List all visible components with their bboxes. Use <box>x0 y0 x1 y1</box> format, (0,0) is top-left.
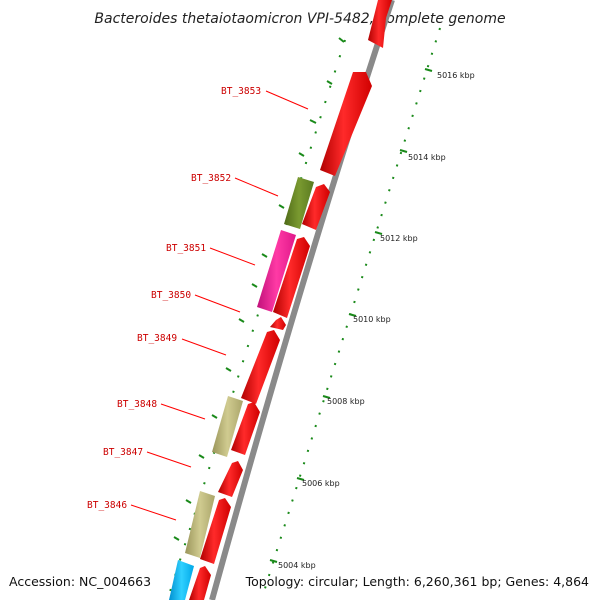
gene-box-khaki <box>185 491 215 558</box>
gene-arrow <box>218 461 243 497</box>
scale-label: 5004 kbp <box>278 561 316 570</box>
gene-label: BT_3850 <box>151 290 191 301</box>
gene-arrow <box>273 237 310 318</box>
scale-label: 5010 kbp <box>353 315 391 324</box>
scale-label: 5016 kbp <box>437 71 475 80</box>
summary-text: Topology: circular; Length: 6,260,361 bp… <box>245 574 589 589</box>
gene-label: BT_3849 <box>137 333 177 344</box>
gene-box-olive <box>284 177 314 229</box>
gene-box-cyan <box>169 560 194 600</box>
gene-arrow <box>189 566 211 600</box>
gene-label: BT_3846 <box>87 500 127 511</box>
scale-label: 5006 kbp <box>302 479 340 488</box>
map-title: Bacteroides thetaiotaomicron VPI-5482, c… <box>94 11 505 27</box>
gene-arrow <box>200 498 231 564</box>
gene-labels: BT_3853 BT_3852 BT_3851 BT_3850 BT_3849 … <box>87 86 261 511</box>
forward-genes <box>189 0 392 600</box>
gene-label-leaders <box>130 90 309 521</box>
scale-label: 5012 kbp <box>380 234 418 243</box>
inner-major-ticks <box>173 37 345 541</box>
outer-major-ticks <box>269 68 433 563</box>
gene-arrow <box>270 317 286 330</box>
scale-labels: 5004 kbp 5006 kbp 5008 kbp 5010 kbp 5012… <box>278 71 475 570</box>
gene-box-khaki <box>212 396 243 457</box>
reverse-genes <box>169 177 314 600</box>
accession-text: Accession: NC_004663 <box>9 574 151 589</box>
gene-arrow <box>231 402 260 455</box>
gene-label: BT_3848 <box>117 399 157 410</box>
gene-label: BT_3853 <box>221 86 261 97</box>
scale-label: 5008 kbp <box>327 397 365 406</box>
gene-arrow <box>368 0 392 48</box>
gene-label: BT_3851 <box>166 243 206 254</box>
gene-arrow <box>302 184 330 230</box>
gene-label: BT_3852 <box>191 173 231 184</box>
scale-ticks <box>167 27 441 599</box>
gene-arrow <box>241 330 280 404</box>
gene-box-magenta <box>257 230 296 312</box>
gene-label: BT_3847 <box>103 447 143 458</box>
gene-arrow <box>320 72 372 176</box>
scale-label: 5014 kbp <box>408 153 446 162</box>
